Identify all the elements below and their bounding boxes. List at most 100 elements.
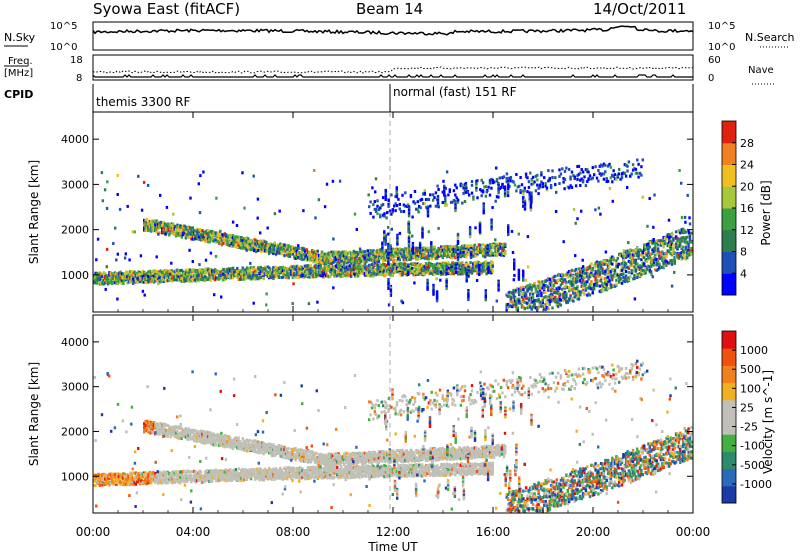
echo-cell	[315, 275, 318, 279]
echo-cell	[654, 258, 657, 262]
echo-cell	[374, 249, 378, 253]
echo-cell	[436, 255, 439, 259]
echo-cell	[433, 253, 436, 257]
echo-cell	[376, 257, 379, 261]
echo-cell	[383, 255, 386, 259]
echo-cell	[565, 292, 568, 296]
echo-cell	[247, 245, 250, 248]
echo-cell	[236, 269, 239, 273]
echo-cell	[279, 242, 282, 246]
echo-cell	[94, 281, 97, 285]
echo-cell	[554, 279, 557, 283]
echo-cell	[512, 290, 515, 294]
echo-cell	[281, 249, 285, 253]
echo-cell	[269, 267, 272, 271]
echo-cell	[255, 268, 258, 272]
echo-cell	[202, 232, 206, 236]
echo-cell	[591, 268, 594, 272]
echo-cell	[413, 270, 417, 274]
echo-cell	[145, 218, 149, 221]
echo-cell	[409, 253, 413, 257]
echo-cell	[623, 268, 626, 272]
echo-cell	[187, 275, 190, 279]
echo-cell	[243, 273, 246, 277]
echo-cell	[424, 250, 428, 253]
echo-cell	[587, 266, 590, 269]
echo-cell	[165, 269, 168, 273]
echo-cell	[384, 251, 388, 255]
echo-cell	[615, 264, 618, 268]
echo-cell	[318, 261, 321, 264]
echo-cell	[368, 267, 371, 271]
echo-cell	[665, 255, 668, 259]
echo-cell	[240, 277, 243, 281]
echo-cell	[643, 256, 646, 259]
echo-cell	[370, 258, 374, 262]
echo-cell	[188, 279, 192, 283]
echo-cell	[234, 270, 238, 273]
echo-cell	[205, 229, 208, 233]
echo-cell	[351, 255, 354, 259]
echo-cell	[423, 265, 426, 269]
echo-cell	[277, 244, 281, 248]
echo-cell	[447, 248, 450, 251]
echo-cell	[230, 275, 233, 279]
echo-cell	[556, 291, 560, 295]
echo-cell	[263, 267, 267, 271]
echo-cell	[280, 252, 283, 256]
echo-cell	[181, 224, 185, 228]
echo-cell	[569, 270, 572, 274]
echo-cell	[198, 273, 201, 277]
echo-cell	[119, 274, 122, 277]
echo-cell	[218, 270, 221, 274]
echo-cell	[366, 273, 369, 277]
nave-tick-0: 0	[708, 73, 714, 84]
echo-cell	[202, 273, 206, 277]
echo-cell	[205, 232, 208, 236]
echo-cell	[273, 247, 276, 251]
echo-cell	[184, 227, 188, 231]
echo-cell	[376, 250, 379, 254]
echo-cell	[298, 247, 301, 250]
echo-cell	[237, 274, 240, 277]
echo-cell	[598, 273, 601, 276]
echo-cell	[223, 236, 226, 240]
echo-cell	[337, 254, 340, 258]
echo-cell	[209, 239, 213, 242]
echo-cell	[259, 275, 263, 279]
echo-cell	[423, 256, 426, 260]
echo-cell	[590, 262, 593, 266]
echo-cell	[686, 240, 689, 244]
echo-cell	[437, 252, 440, 256]
echo-cell	[338, 273, 342, 277]
echo-cell	[241, 242, 244, 246]
echo-cell	[291, 273, 294, 276]
echo-cell	[665, 263, 668, 267]
echo-cell	[97, 274, 100, 277]
echo-cell	[399, 262, 403, 266]
echo-cell	[299, 251, 303, 255]
echo-cell	[226, 268, 229, 272]
echo-cell	[133, 279, 136, 283]
echo-cell	[524, 294, 528, 298]
echo-cell	[170, 273, 174, 277]
echo-cell	[537, 294, 540, 298]
echo-cell	[631, 260, 635, 264]
echo-cell	[686, 235, 689, 239]
echo-cell	[447, 270, 450, 274]
echo-cell	[348, 267, 351, 271]
echo-cell	[141, 269, 144, 273]
echo-cell	[202, 230, 206, 234]
echo-cell	[516, 287, 519, 291]
echo-cell	[526, 296, 529, 300]
echo-cell	[683, 250, 686, 254]
echo-cell	[354, 251, 357, 255]
echo-cell	[466, 250, 469, 254]
echo-cell	[658, 256, 661, 260]
echo-cell	[283, 247, 286, 250]
echo-cell	[299, 273, 303, 277]
echo-cell	[156, 270, 160, 274]
echo-cell	[154, 219, 157, 223]
echo-cell	[293, 271, 296, 275]
